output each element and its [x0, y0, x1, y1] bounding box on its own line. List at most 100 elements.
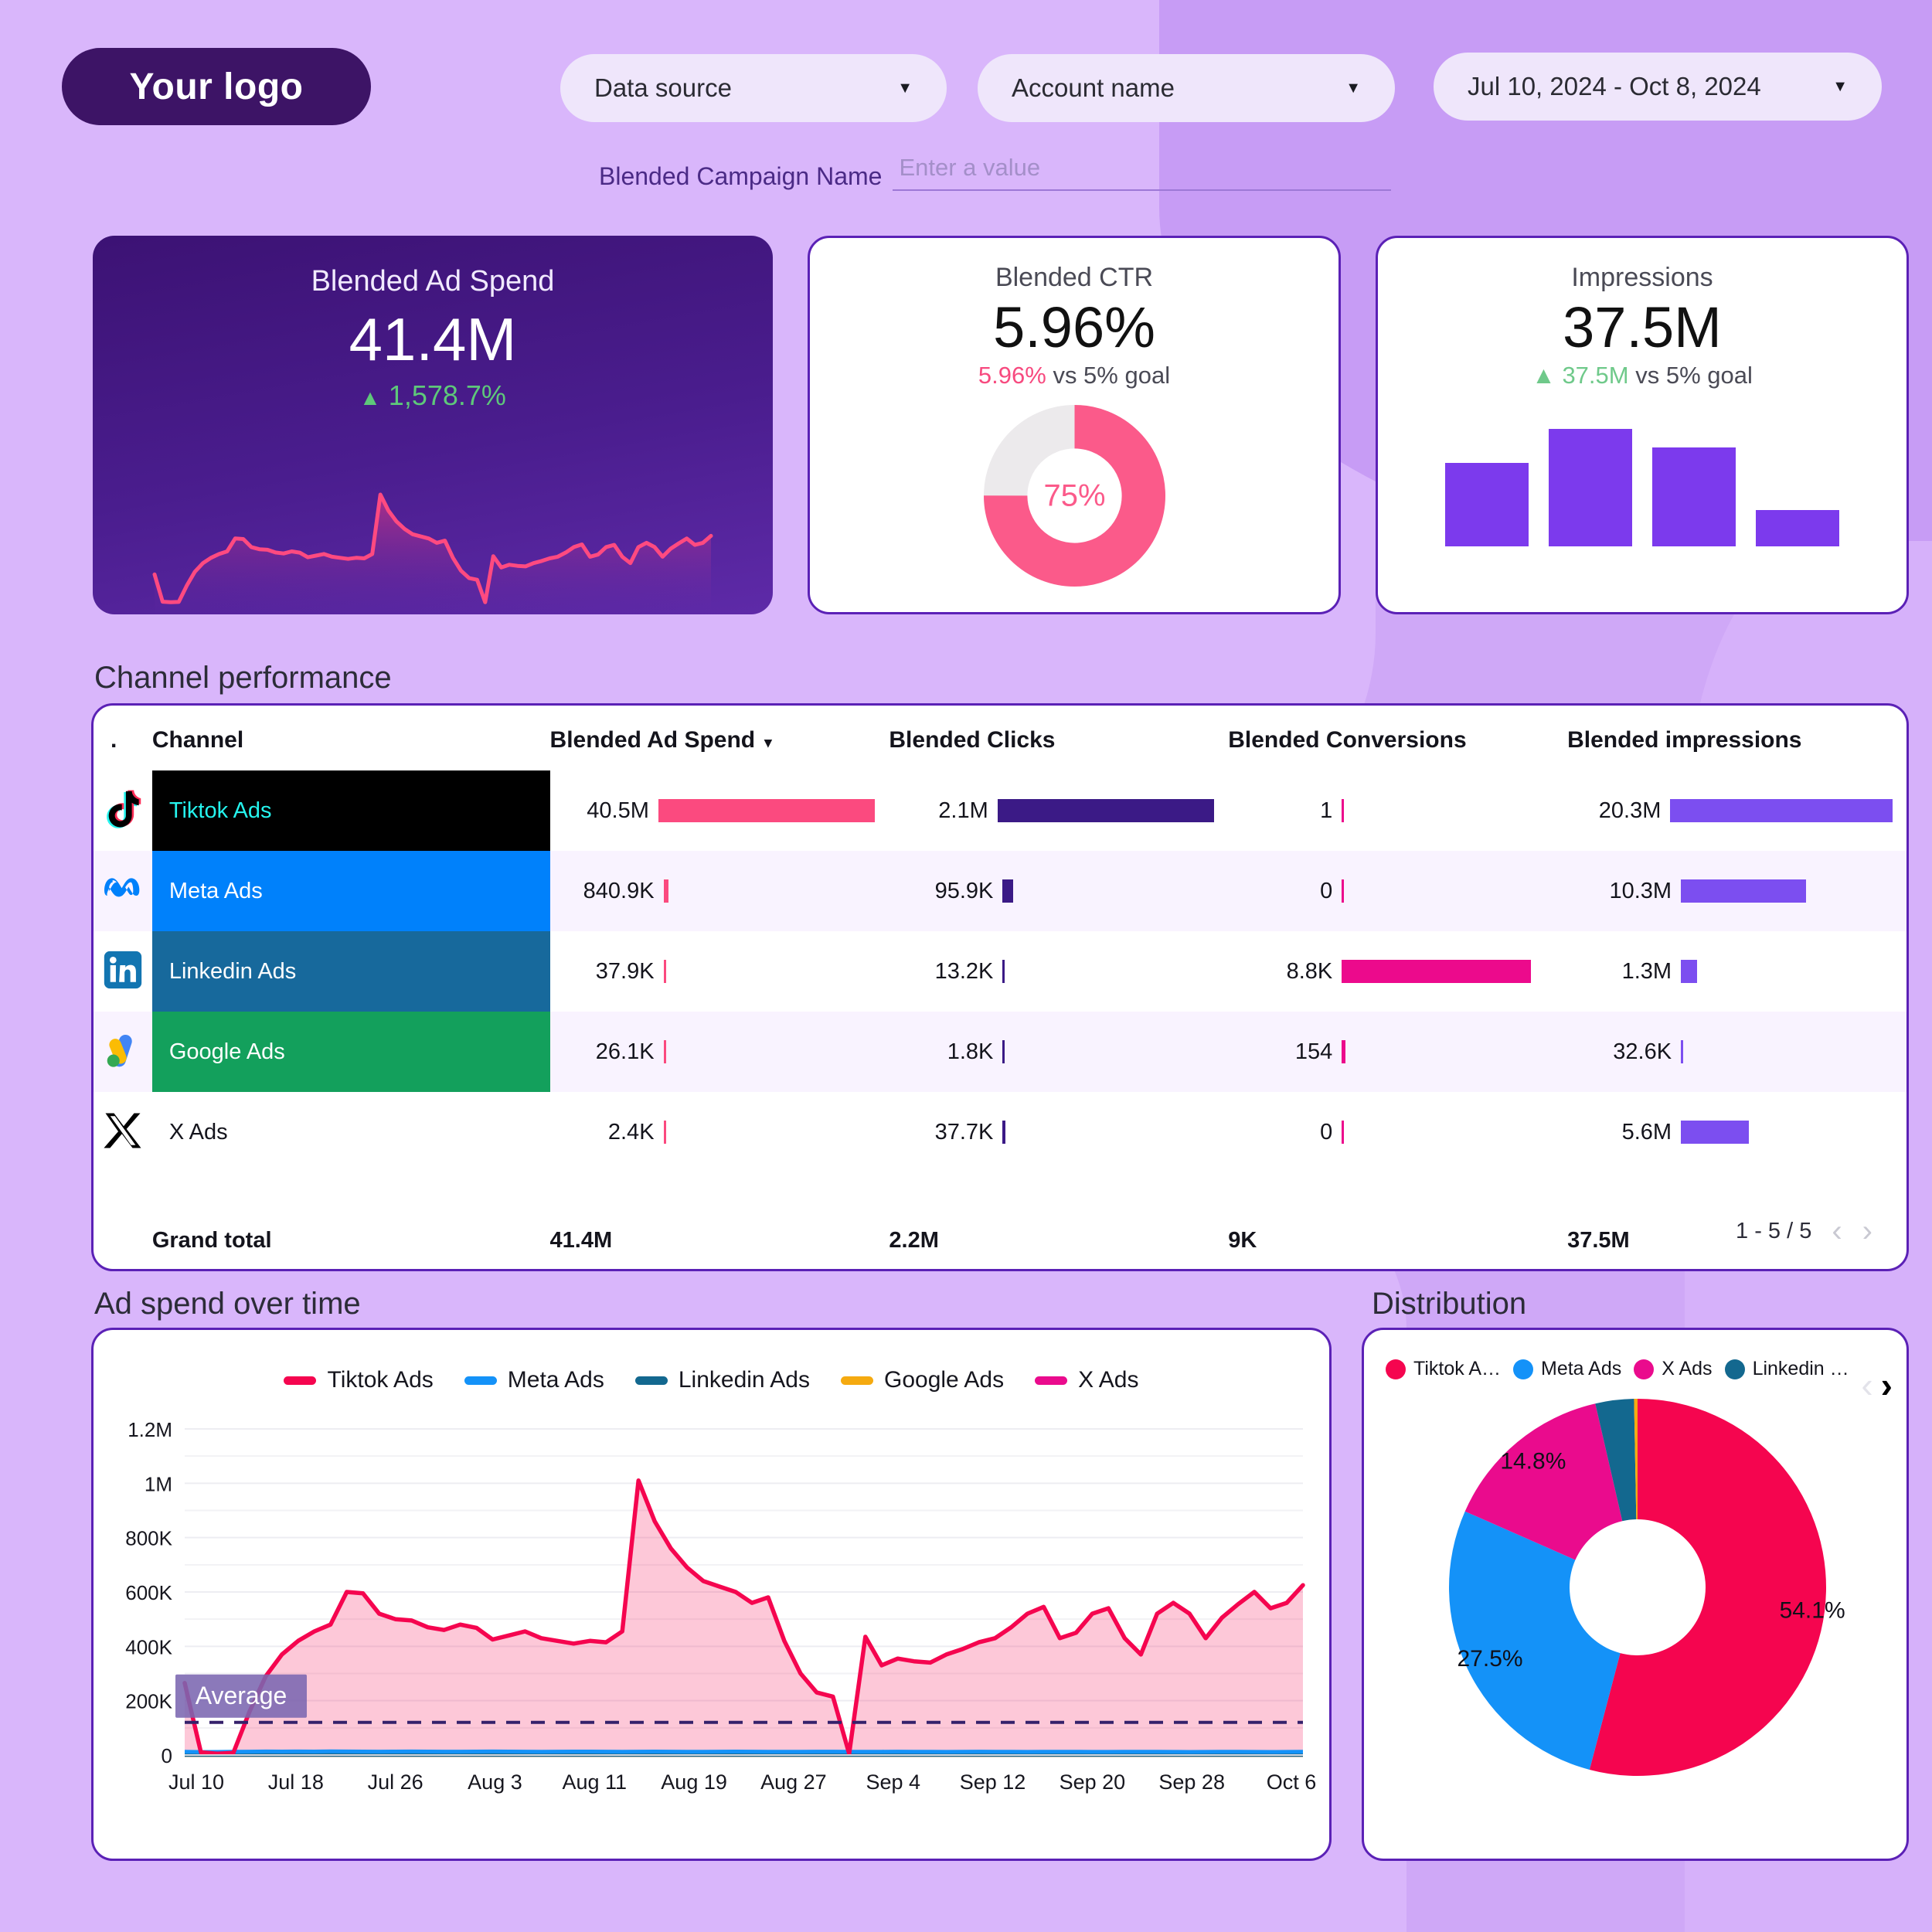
y-axis-tick-label: 400K — [125, 1635, 172, 1658]
chevron-down-icon: ▼ — [1345, 79, 1361, 97]
table-cell-clicks: 37.7K — [889, 1092, 1228, 1172]
kpi-impressions-subtitle: ▲ 37.5M vs 5% goal — [1378, 362, 1906, 389]
table-header-conversions[interactable]: Blended Conversions — [1228, 727, 1467, 753]
channel-name-chip: Google Ads — [151, 1012, 550, 1092]
kpi-card-impressions[interactable]: Impressions 37.5M ▲ 37.5M vs 5% goal — [1376, 236, 1909, 614]
chevron-down-icon: ▼ — [1832, 77, 1848, 95]
kpi-ctr-sub-rest: vs 5% goal — [1053, 362, 1171, 389]
kpi-ctr-title: Blended CTR — [995, 263, 1154, 292]
metric-value: 40.5M — [587, 798, 649, 823]
channel-name-chip: Linkedin Ads — [151, 931, 550, 1012]
legend-label: Linkedin … — [1752, 1358, 1849, 1379]
table-cell-clicks: 13.2K — [889, 931, 1228, 1012]
table-cell-channel: X Ads — [152, 1092, 550, 1172]
table-row[interactable]: Tiktok Ads 40.5M 2.1M 1 20.3M — [94, 770, 1906, 851]
channel-performance-table-card: . Channel Blended Ad Spend ▾ Blended Clic… — [91, 703, 1909, 1271]
metric-bar — [1342, 879, 1345, 903]
metric-value: 1 — [1320, 798, 1333, 823]
data-source-dropdown[interactable]: Data source ▼ — [560, 54, 947, 122]
table-cell-channel: Google Ads — [151, 1012, 550, 1092]
kpi-ctr-subtitle: 5.96% vs 5% goal — [810, 362, 1338, 389]
legend-label: Meta Ads — [507, 1367, 604, 1393]
x-axis-tick-label: Jul 10 — [168, 1770, 224, 1794]
section-title-channel-performance: Channel performance — [94, 661, 392, 695]
metric-bar — [1002, 960, 1005, 983]
grand-total-impressions: 37.5M — [1567, 1228, 1630, 1253]
distribution-legend-item[interactable]: Linkedin … — [1724, 1358, 1849, 1380]
campaign-filter: Blended Campaign Name — [599, 151, 1392, 191]
meta-icon — [94, 851, 152, 931]
channel-name-chip: X Ads — [168, 1119, 228, 1145]
legend-item[interactable]: Tiktok Ads — [284, 1367, 434, 1393]
metric-bar — [1002, 879, 1013, 903]
table-row[interactable]: Meta Ads 840.9K 95.9K 0 10.3M — [94, 851, 1906, 931]
donut-slice[interactable] — [1449, 1511, 1621, 1770]
account-name-dropdown[interactable]: Account name ▼ — [978, 54, 1395, 122]
data-source-label: Data source — [594, 73, 732, 102]
metric-bar — [1681, 1040, 1684, 1063]
legend-dot — [1724, 1359, 1745, 1379]
x-icon — [94, 1092, 152, 1172]
metric-value: 8.8K — [1286, 958, 1333, 984]
table-header-clicks[interactable]: Blended Clicks — [889, 727, 1056, 753]
x-axis-tick-label: Sep 28 — [1158, 1770, 1225, 1794]
legend-label: Google Ads — [883, 1367, 1005, 1393]
metric-bar — [663, 1040, 666, 1063]
impressions-bar-3 — [1652, 447, 1736, 546]
donut-slice[interactable] — [1464, 1403, 1623, 1560]
distribution-legend-item[interactable]: Meta Ads — [1513, 1358, 1621, 1380]
kpi-card-ad-spend[interactable]: Blended Ad Spend 41.4M ▲ 1,578.7% — [93, 236, 773, 614]
table-header-impressions[interactable]: Blended impressions — [1567, 727, 1802, 753]
impressions-bar-2 — [1549, 428, 1632, 546]
kpi-card-ctr[interactable]: Blended CTR 5.96% 5.96% vs 5% goal 75% — [808, 236, 1341, 614]
legend-item[interactable]: Linkedin Ads — [634, 1367, 810, 1393]
pagination-next-button[interactable]: › — [1862, 1214, 1872, 1248]
sort-desc-icon: ▾ — [764, 735, 772, 751]
ad-spend-line-chart: 0 200K 400K 600K 800K 1M 1.2M Average Jul 10 Jul … — [125, 1418, 1316, 1794]
legend-label: Linkedin Ads — [678, 1367, 810, 1393]
distribution-next-button[interactable]: › — [1880, 1365, 1893, 1405]
table-header-channel[interactable]: Channel — [151, 727, 244, 753]
impressions-bar-1 — [1445, 462, 1529, 546]
legend-dot — [1386, 1359, 1406, 1379]
donut-slice[interactable] — [1634, 1399, 1638, 1520]
table-row[interactable]: X Ads 2.4K 37.7K 0 5.6M — [94, 1092, 1906, 1172]
metric-bar — [1002, 1040, 1005, 1063]
average-annotation-badge — [175, 1674, 307, 1718]
table-cell-channel: Tiktok Ads — [151, 770, 550, 851]
donut-slice[interactable] — [1595, 1399, 1637, 1522]
chevron-down-icon: ▼ — [897, 79, 913, 97]
distribution-legend-item[interactable]: X Ads — [1634, 1358, 1713, 1380]
grand-total-conversions: 9K — [1228, 1228, 1257, 1253]
kpi-ctr-sub-value: 5.96% — [978, 362, 1046, 389]
table-grand-total-row: Grand total 41.4M 2.2M 9K 37.5M — [94, 1228, 1906, 1253]
legend-swatch — [464, 1376, 497, 1385]
table-cell-ad-spend: 26.1K — [550, 1012, 889, 1092]
donut-slice[interactable] — [1589, 1399, 1827, 1776]
legend-label: Tiktok A… — [1413, 1358, 1501, 1379]
pagination-prev-button[interactable]: ‹ — [1832, 1214, 1842, 1248]
logo[interactable]: Your logo — [62, 48, 371, 125]
campaign-name-input[interactable] — [893, 151, 1392, 191]
table-row[interactable]: Linkedin Ads 37.9K 13.2K 8.8K 1.3M — [94, 931, 1906, 1012]
legend-item[interactable]: Google Ads — [840, 1367, 1005, 1393]
x-axis-tick-label: Aug 11 — [562, 1770, 627, 1794]
table-header-dot: . — [111, 727, 117, 753]
arrow-up-icon: ▲ — [359, 386, 381, 410]
distribution-legend-item[interactable]: Tiktok A… — [1386, 1358, 1501, 1380]
metric-bar — [1681, 1121, 1750, 1144]
table-cell-impressions: 20.3M — [1567, 770, 1906, 851]
distribution-prev-button[interactable]: ‹ — [1861, 1365, 1873, 1405]
table-row[interactable]: Google Ads 26.1K 1.8K 154 32.6K — [94, 1012, 1906, 1092]
legend-item[interactable]: X Ads — [1035, 1367, 1139, 1393]
channel-name-chip: Tiktok Ads — [151, 770, 550, 851]
table-cell-impressions: 5.6M — [1567, 1092, 1906, 1172]
legend-item[interactable]: Meta Ads — [464, 1367, 604, 1393]
date-range-picker[interactable]: Jul 10, 2024 - Oct 8, 2024 ▼ — [1434, 53, 1882, 121]
section-title-ad-spend-over-time: Ad spend over time — [94, 1287, 361, 1321]
kpi-impressions-title: Impressions — [1571, 263, 1713, 292]
kpi-ad-spend-delta-value: 1,578.7% — [388, 379, 506, 411]
average-annotation-label: Average — [196, 1682, 287, 1709]
table-cell-conversions: 154 — [1228, 1012, 1567, 1092]
table-header-ad-spend[interactable]: Blended Ad Spend ▾ — [549, 727, 772, 753]
